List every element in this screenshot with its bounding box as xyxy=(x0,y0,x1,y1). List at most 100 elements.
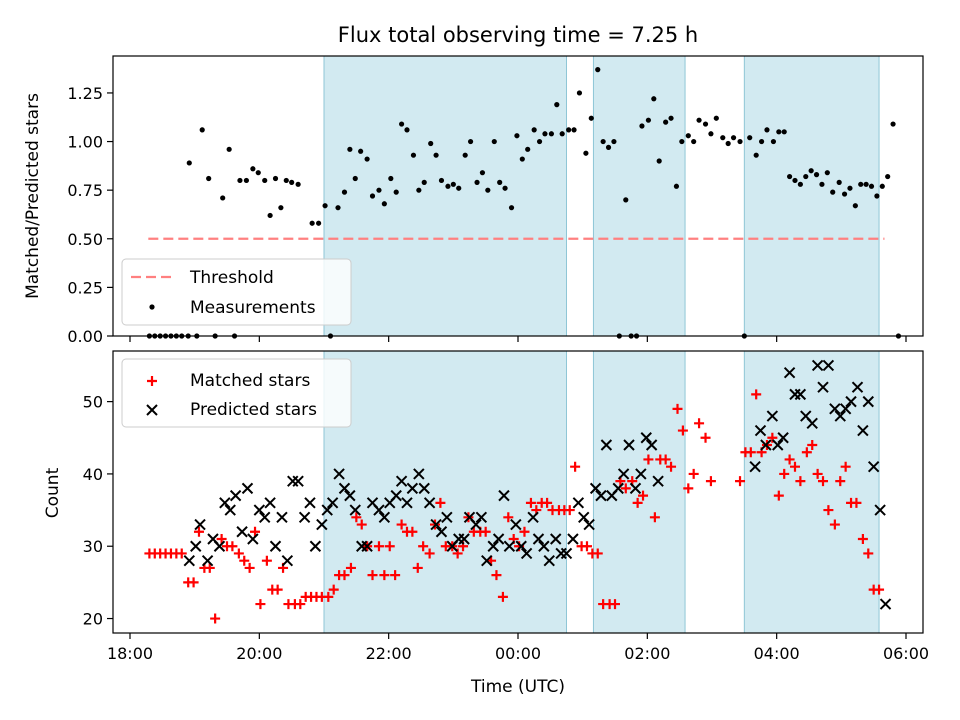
measurement-point xyxy=(358,148,364,154)
bottom-panel: 20 30 40 50 18:00 20:00 22:00 00:00 02:00 04:00 0… xyxy=(43,350,929,697)
matched-star-point xyxy=(705,476,716,487)
matched-star-point xyxy=(384,541,395,552)
predicted-star-point xyxy=(754,424,767,437)
predicted-star-point xyxy=(401,497,413,509)
measurement-point xyxy=(571,127,577,133)
measurement-point xyxy=(399,121,405,127)
matched-star-point xyxy=(233,548,244,559)
y-tick-label: 0.00 xyxy=(67,327,103,346)
matched-star-point xyxy=(767,432,778,443)
bottom-plot-area xyxy=(144,359,892,624)
matched-star-point xyxy=(700,432,711,443)
predicted-star-point xyxy=(229,489,242,502)
measurement-point xyxy=(485,187,491,193)
y-tick-label: 30 xyxy=(83,537,103,556)
measurement-point xyxy=(797,181,803,187)
measurement-point xyxy=(764,127,770,133)
measurement-point xyxy=(554,102,560,108)
predicted-star-point xyxy=(435,526,448,538)
matched-star-point xyxy=(801,447,812,458)
measurement-point xyxy=(421,179,427,185)
observing-window-band xyxy=(743,350,880,634)
matched-star-point xyxy=(188,577,199,588)
matched-star-point xyxy=(840,461,851,472)
matched-star-point xyxy=(227,541,238,552)
x-tick-label: 02:00 xyxy=(624,644,670,663)
measurement-point xyxy=(583,150,589,156)
predicted-star-point xyxy=(760,439,772,451)
measurement-point xyxy=(474,179,480,185)
matched-star-point xyxy=(373,541,384,552)
predicted-star-point xyxy=(253,504,266,516)
predicted-star-point xyxy=(430,518,442,531)
matched-star-point xyxy=(620,483,631,494)
matched-star-point xyxy=(452,548,463,559)
measurement-point xyxy=(708,131,714,137)
predicted-star-point xyxy=(390,489,402,502)
measurement-point xyxy=(186,160,192,166)
measurement-point xyxy=(879,183,885,189)
measurement-point xyxy=(668,115,674,121)
matched-star-point xyxy=(519,526,530,537)
matched-star-point xyxy=(874,584,885,595)
predicted-star-point xyxy=(201,554,214,567)
matched-star-point xyxy=(525,497,536,508)
predicted-star-point xyxy=(298,511,311,524)
measurement-point xyxy=(868,183,875,189)
matched-star-point xyxy=(592,548,603,559)
top-y-ticks: 0.00 0.25 0.50 0.75 1.00 1.25 xyxy=(67,84,113,346)
predicted-star-point xyxy=(321,504,333,516)
legend-box xyxy=(121,258,352,326)
y-tick-label: 0.75 xyxy=(67,181,103,200)
matched-star-point xyxy=(677,425,688,436)
measurement-point xyxy=(220,195,226,201)
predicted-star-point xyxy=(236,526,248,538)
measurement-point xyxy=(770,138,777,145)
matched-star-point xyxy=(857,534,868,544)
matched-star-point xyxy=(193,526,204,537)
predicted-star-point xyxy=(190,540,202,552)
matched-star-point xyxy=(176,548,187,559)
predicted-star-point xyxy=(543,554,555,567)
measurement-point xyxy=(364,156,370,162)
predicted-star-point xyxy=(817,381,829,393)
matched-star-point xyxy=(351,512,362,523)
legend-predicted-label: Predicted stars xyxy=(190,400,317,420)
predicted-star-point xyxy=(326,497,339,509)
measurement-point xyxy=(673,183,680,189)
predicted-star-point xyxy=(867,460,880,473)
legend-box xyxy=(121,358,352,428)
predicted-star-point xyxy=(395,475,408,487)
bottom-legend: Matched stars Predicted stars xyxy=(121,358,352,428)
predicted-star-point xyxy=(475,511,488,524)
y-tick-label: 0.50 xyxy=(67,230,103,249)
matched-star-point xyxy=(683,483,694,494)
matched-star-point xyxy=(829,519,840,530)
predicted-star-point xyxy=(276,511,288,524)
measurement-point xyxy=(243,177,249,184)
y-tick-label: 1.00 xyxy=(67,133,103,152)
measurement-point xyxy=(623,197,629,203)
matched-star-point xyxy=(795,476,806,487)
observing-window-band xyxy=(323,350,567,634)
measurement-point xyxy=(497,179,503,185)
matched-star-point xyxy=(323,591,334,602)
matched-star-point xyxy=(328,584,339,595)
predicted-star-point xyxy=(441,511,453,524)
y-tick-label: 20 xyxy=(83,610,103,629)
predicted-star-point xyxy=(259,511,271,524)
matched-star-point xyxy=(339,570,350,581)
measurement-point xyxy=(841,191,848,197)
predicted-star-point xyxy=(811,359,824,372)
matched-star-point xyxy=(491,570,502,581)
predicted-star-point xyxy=(373,504,385,516)
predicted-star-point xyxy=(458,533,470,545)
measurement-point xyxy=(847,185,853,191)
matched-star-point xyxy=(694,418,705,429)
measurement-point xyxy=(781,129,787,135)
predicted-star-point xyxy=(247,533,259,545)
measurement-point xyxy=(720,135,726,141)
measurement-point xyxy=(792,177,798,184)
predicted-star-point xyxy=(560,547,573,560)
measurement-point xyxy=(885,173,891,180)
